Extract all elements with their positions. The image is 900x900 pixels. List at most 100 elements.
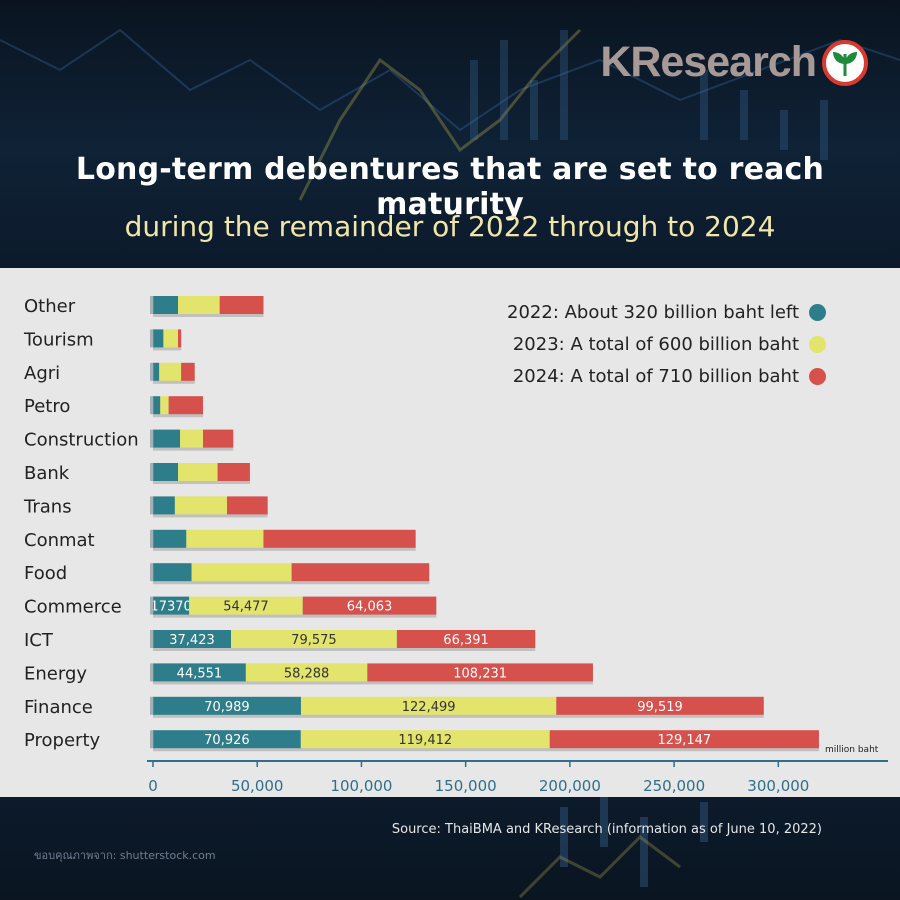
bar-segment	[203, 429, 234, 448]
bar-segment	[159, 362, 182, 381]
bar-segment	[163, 329, 179, 348]
unit-label: million baht	[825, 745, 879, 755]
category-label: Conmat	[24, 530, 95, 551]
category-label: Commerce	[24, 597, 122, 618]
bar-segment	[153, 529, 187, 548]
category-label: Bank	[24, 463, 70, 484]
brand: KResearch	[600, 38, 868, 87]
chart-panel: Other Tourism Agri Petro Construction Bank Tra…	[0, 268, 900, 797]
bar-segment	[186, 529, 264, 548]
bar-segment	[302, 596, 437, 615]
bar-segment	[153, 630, 232, 648]
brand-name: KResearch	[600, 38, 817, 86]
bar-cap	[150, 463, 154, 481]
category-label: Construction	[24, 430, 139, 451]
legend-entry: 2022: About 320 billion baht left	[507, 296, 826, 328]
data-label: 108,231	[453, 666, 507, 681]
bar-segment	[153, 596, 190, 615]
bar-cap	[150, 563, 154, 582]
bar-cap	[150, 362, 154, 381]
bar-segment	[153, 329, 164, 348]
source-note: Source: ThaiBMA and KResearch (informati…	[391, 822, 822, 837]
bar-cap	[150, 396, 154, 415]
chart-legend: 2022: About 320 billion baht left 2023: A…	[507, 296, 826, 392]
bar-cap	[150, 730, 154, 749]
bar-segment	[556, 696, 764, 715]
category-label: Trans	[23, 496, 72, 517]
stacked-bar-chart: Other Tourism Agri Petro Construction Bank Tra…	[23, 296, 888, 795]
category-label: ICT	[24, 630, 54, 651]
bar-cap	[150, 696, 154, 715]
legend-label: 2022: About 320 billion baht left	[507, 301, 799, 323]
data-label: 37,423	[169, 633, 215, 648]
chart-subtitle: during the remainder of 2022 through to …	[124, 210, 776, 243]
x-tick-label: 200,000	[539, 777, 601, 795]
category-label: Other	[24, 296, 76, 317]
stock-chart-backdrop-icon	[518, 797, 708, 899]
legend-entry: 2023: A total of 600 billion baht	[507, 328, 826, 360]
x-tick-label: 250,000	[643, 777, 705, 795]
legend-swatch-icon	[809, 367, 826, 385]
x-tick-label: 300,000	[747, 777, 809, 795]
category-label: Energy	[24, 663, 87, 684]
header-background: KResearch Long-term debentures that are …	[0, 0, 900, 268]
bar-cap	[150, 630, 154, 648]
bar-segment	[168, 396, 204, 415]
category-label: Food	[24, 563, 67, 584]
bar-segment	[174, 496, 227, 515]
data-label: 79,575	[291, 633, 337, 648]
bar-segment	[178, 296, 220, 314]
bar-segment	[231, 630, 397, 648]
bar-segment	[217, 463, 250, 481]
data-label: 119,412	[398, 733, 452, 748]
data-label: 66,391	[443, 633, 489, 648]
legend-swatch-icon	[809, 335, 826, 353]
bar-segment	[226, 496, 268, 515]
bar-segment	[153, 429, 181, 448]
bar-segment	[396, 630, 536, 648]
bar-segment	[153, 296, 179, 314]
x-tick-label: 150,000	[435, 777, 497, 795]
bar-segment	[263, 529, 416, 548]
data-label: 70,989	[204, 700, 250, 715]
data-label: 70,926	[204, 733, 250, 748]
bar-segment	[549, 730, 819, 749]
stock-chart-backdrop-icon	[0, 28, 900, 201]
bar-segment	[160, 396, 169, 415]
chart-title: Long-term debentures that are set to rea…	[75, 152, 825, 222]
x-tick-label: 50,000	[231, 777, 284, 795]
bar-segment	[153, 563, 192, 582]
bar-cap	[150, 663, 154, 682]
bar-segment	[153, 730, 301, 749]
bar-cap	[150, 329, 154, 348]
bar-cap	[150, 596, 154, 615]
bar-cap	[150, 529, 154, 548]
bar-segment	[245, 663, 368, 682]
data-label: 64,063	[347, 600, 393, 615]
bar-segment	[178, 463, 218, 481]
category-label: Finance	[24, 697, 93, 718]
data-label: 17370	[150, 600, 191, 615]
bar-segment	[367, 663, 593, 682]
data-label: 129,147	[657, 733, 711, 748]
photo-credit: ขอบคุณภาพจาก: shutterstock.com	[34, 849, 216, 862]
bar-segment	[153, 362, 160, 381]
bar-segment	[153, 663, 246, 682]
bar-segment	[178, 329, 182, 348]
category-label: Property	[24, 730, 101, 751]
category-label: Tourism	[23, 329, 94, 350]
data-label: 58,288	[284, 666, 330, 681]
bar-segment	[291, 563, 430, 582]
bar-segment	[153, 696, 301, 715]
bar-cap	[150, 296, 154, 314]
bar-segment	[153, 396, 161, 415]
bar-segment	[189, 596, 303, 615]
footer-background	[0, 797, 900, 900]
bar-segment	[300, 696, 557, 715]
bar-segment	[191, 563, 292, 582]
data-label: 54,477	[223, 600, 269, 615]
x-tick-label: 0	[148, 777, 158, 795]
bar-segment	[153, 496, 175, 515]
bar-segment	[153, 463, 179, 481]
bar-cap	[150, 429, 154, 448]
